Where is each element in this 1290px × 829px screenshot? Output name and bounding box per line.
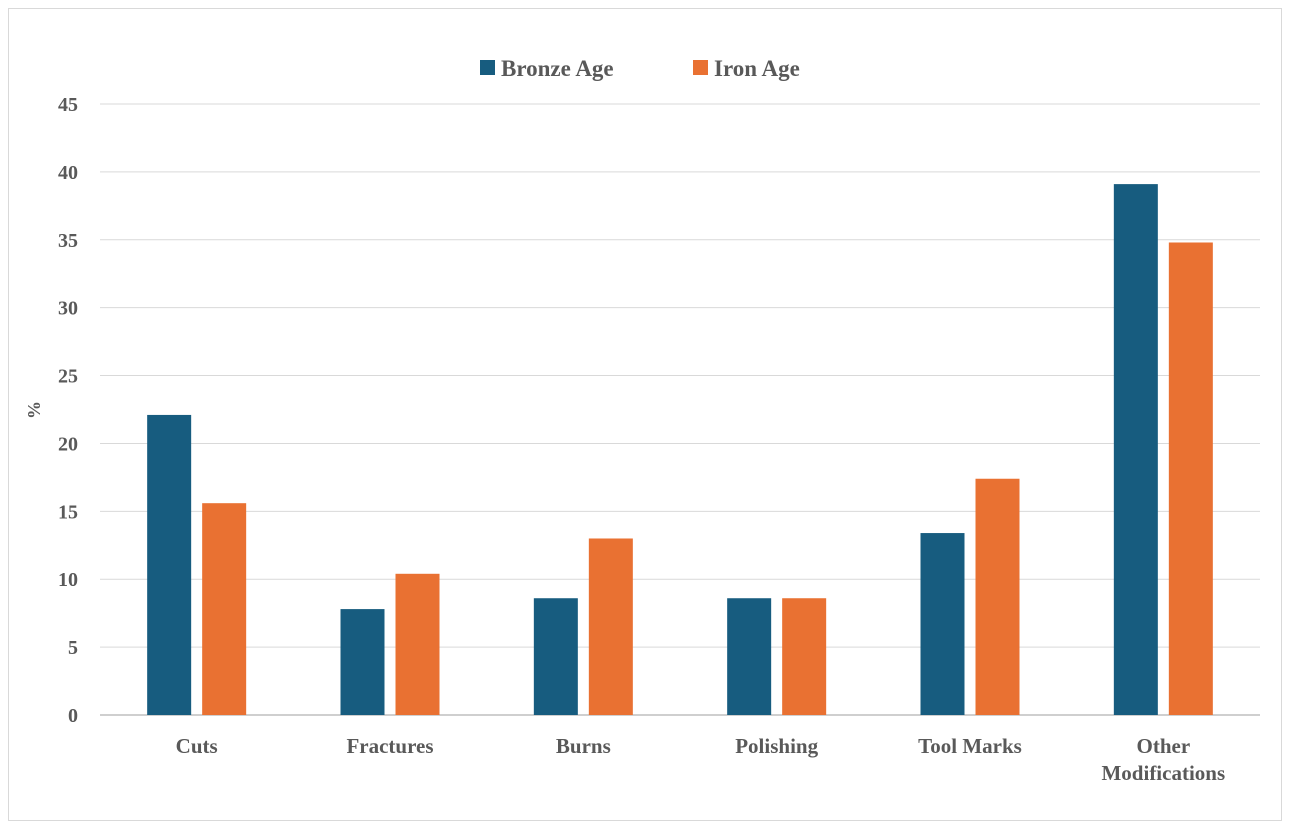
bar <box>340 609 385 715</box>
y-axis-label: % <box>24 401 44 419</box>
y-tick-label: 30 <box>58 298 78 320</box>
x-axis-labels: Cuts Fractures Burns Polishing Tool Marks Oth… <box>176 734 1226 785</box>
bar <box>533 598 578 715</box>
legend-label: Iron Age <box>714 56 800 81</box>
y-tick-label: 15 <box>58 501 78 523</box>
y-tick-label: 10 <box>58 569 78 591</box>
bar <box>920 533 965 715</box>
legend-label: Bronze Age <box>501 56 614 81</box>
x-tick-label: Cuts <box>176 734 218 758</box>
y-axis-ticks: 0 5 10 15 20 25 30 35 40 45 <box>58 94 78 727</box>
bar <box>782 598 827 715</box>
x-tick-label: Other <box>1137 734 1191 758</box>
x-tick-label: Modifications <box>1101 761 1225 785</box>
gridlines <box>100 103 1260 716</box>
y-tick-label: 5 <box>68 637 78 659</box>
y-tick-label: 45 <box>58 94 78 116</box>
bar <box>975 478 1020 715</box>
bar <box>727 598 772 715</box>
x-tick-label: Burns <box>556 734 611 758</box>
bar <box>147 414 192 715</box>
bar <box>1113 184 1158 715</box>
bar <box>395 573 440 715</box>
bar <box>202 503 247 715</box>
bar <box>1168 242 1213 715</box>
y-tick-label: 0 <box>68 705 78 727</box>
bars <box>147 184 1213 715</box>
x-tick-label: Fractures <box>346 734 433 758</box>
y-tick-label: 40 <box>58 162 78 184</box>
legend-swatch <box>693 60 708 75</box>
legend: Bronze Age Iron Age <box>480 56 800 81</box>
legend-swatch <box>480 60 495 75</box>
x-tick-label: Tool Marks <box>918 734 1022 758</box>
y-tick-label: 20 <box>58 433 78 455</box>
x-tick-label: Polishing <box>735 734 818 758</box>
y-tick-label: 25 <box>58 366 78 388</box>
y-tick-label: 35 <box>58 230 78 252</box>
bar <box>588 538 633 715</box>
